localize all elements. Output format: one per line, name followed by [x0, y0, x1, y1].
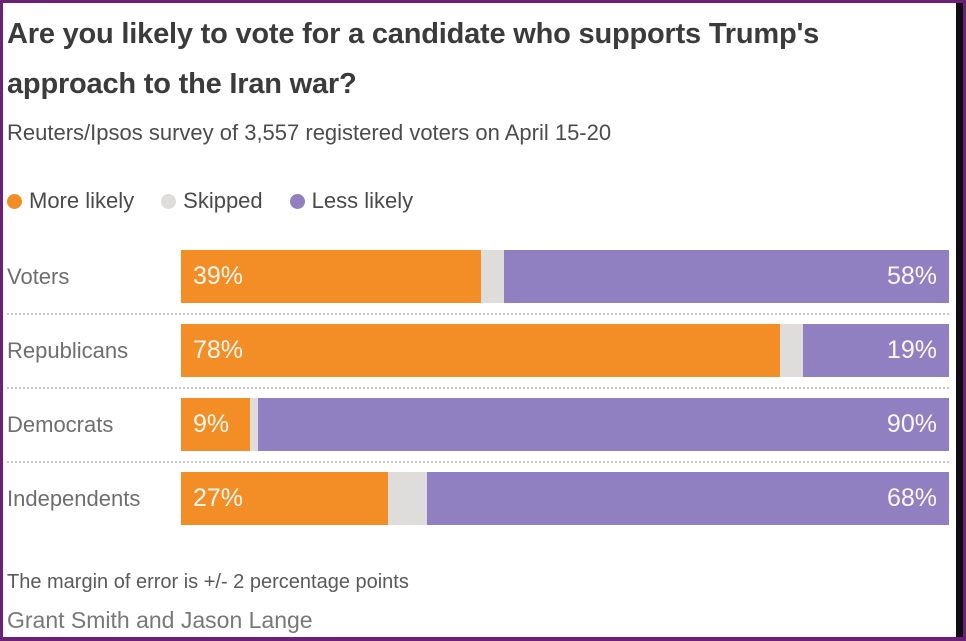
row-label: Independents	[7, 485, 141, 511]
bar-value-label: 9%	[193, 410, 230, 438]
row-label: Voters	[7, 263, 70, 289]
chart-content: Are you likely to vote for a candidate w…	[3, 3, 963, 637]
row-separator	[7, 461, 949, 463]
bar-segment-more-likely: 27%	[181, 472, 389, 525]
legend-dot-icon	[7, 193, 22, 209]
bar-segment-more-likely: 9%	[181, 398, 251, 451]
bar-value-label: 68%	[886, 484, 937, 512]
bar-segment-less-likely: 68%	[426, 472, 949, 525]
bar-value-label: 39%	[193, 262, 244, 290]
bar-value-label: 90%	[886, 410, 937, 438]
bar-value-label: 19%	[886, 336, 937, 364]
bar-segment-skipped	[480, 250, 504, 303]
margin-of-error-note: The margin of error is +/- 2 percentage …	[7, 571, 409, 593]
chart-row-voters: Voters 39% 58%	[7, 250, 949, 303]
bar-segment-less-likely: 58%	[503, 250, 949, 303]
legend-dot-icon	[289, 193, 305, 209]
row-separator	[7, 387, 949, 389]
chart-subtitle: Reuters/Ipsos survey of 3,557 registered…	[7, 120, 612, 145]
bar-segment-skipped	[780, 324, 804, 377]
chart-title: Are you likely to vote for a candidate w…	[7, 18, 820, 100]
row-label: Republicans	[7, 337, 129, 363]
bar-track: 78% 19%	[181, 324, 949, 377]
bar-track: 9% 90%	[181, 398, 949, 451]
byline: Grant Smith and Jason Lange	[7, 607, 313, 633]
right-edge-strip	[956, 3, 963, 637]
bar-segment-more-likely: 39%	[181, 250, 481, 303]
legend-label: More likely	[29, 188, 135, 213]
bar-value-label: 78%	[193, 336, 244, 364]
chart-row-independents: Independents 27% 68%	[7, 472, 949, 525]
bar-value-label: 58%	[886, 262, 937, 290]
row-separator	[7, 313, 949, 315]
legend-dot-icon	[161, 193, 177, 209]
row-label: Democrats	[7, 411, 114, 437]
legend-label: Less likely	[311, 188, 414, 213]
chart-row-republicans: Republicans 78% 19%	[7, 324, 949, 377]
bar-segment-less-likely: 90%	[257, 398, 949, 451]
chart-legend: More likely Skipped Less likely	[7, 188, 949, 214]
legend-item-less-likely: Less likely	[289, 188, 414, 214]
bar-value-label: 27%	[193, 484, 244, 512]
chart-row-democrats: Democrats 9% 90%	[7, 398, 949, 451]
bar-segment-more-likely: 78%	[181, 324, 781, 377]
bar-segment-skipped	[250, 398, 258, 451]
bar-segment-skipped	[388, 472, 427, 525]
bar-segment-less-likely: 19%	[803, 324, 949, 377]
legend-item-skipped: Skipped	[161, 188, 263, 214]
legend-label: Skipped	[183, 188, 263, 213]
bar-track: 27% 68%	[181, 472, 949, 525]
stacked-bar-chart: Voters 39% 58% Republicans 78% 19% Democrats 9%…	[7, 250, 949, 525]
legend-item-more-likely: More likely	[7, 188, 134, 214]
bar-track: 39% 58%	[181, 250, 949, 303]
